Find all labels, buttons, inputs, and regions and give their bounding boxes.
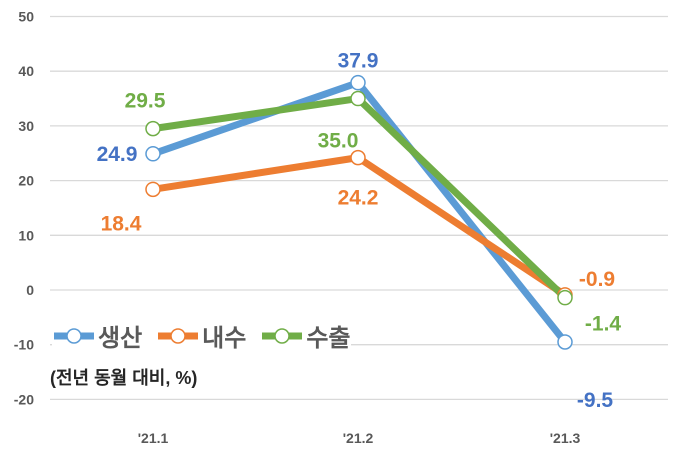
- x-tick-label: '21.2: [343, 430, 374, 446]
- chart-annotation: (전년 동월 대비, %): [50, 364, 202, 390]
- legend-label: 생산: [98, 325, 143, 352]
- data-point: [350, 149, 366, 166]
- legend-item: 내수: [156, 318, 246, 353]
- legend-label: 내수: [202, 325, 247, 352]
- data-label: -9.5: [577, 389, 614, 412]
- legend-marker-icon: [262, 327, 303, 344]
- data-label: 35.0: [318, 130, 359, 153]
- x-tick-label: '21.3: [550, 430, 581, 446]
- y-tick-label: 10: [18, 227, 34, 243]
- data-point: [350, 74, 366, 91]
- y-tick-label: 20: [18, 173, 34, 189]
- series-line: [152, 154, 567, 298]
- data-label: 24.9: [97, 143, 138, 166]
- data-label: -1.4: [585, 313, 622, 336]
- data-label: 37.9: [338, 50, 379, 73]
- data-point: [557, 289, 573, 306]
- data-label: 18.4: [101, 212, 142, 235]
- y-tick-label: -10: [14, 337, 34, 353]
- data-label: -0.9: [579, 268, 615, 291]
- legend-marker-icon: [54, 327, 94, 344]
- legend-marker-icon: [158, 327, 199, 344]
- y-tick-label: -20: [14, 391, 34, 407]
- data-point: [350, 90, 366, 107]
- x-tick-label: '21.1: [138, 430, 169, 446]
- y-tick-label: 40: [18, 63, 34, 79]
- data-point: [557, 334, 573, 350]
- data-point: [145, 120, 161, 137]
- legend-label: 수출: [306, 325, 351, 352]
- y-tick-label: 50: [18, 9, 34, 25]
- data-point: [145, 181, 161, 198]
- y-tick-label: 30: [18, 118, 34, 134]
- legend: 생산 내수 수출: [52, 318, 351, 353]
- data-label: 29.5: [125, 90, 166, 113]
- data-label: 24.2: [338, 187, 379, 210]
- data-point: [145, 146, 161, 162]
- legend-item: 생산: [52, 318, 142, 353]
- y-tick-label: 0: [26, 282, 34, 298]
- legend-item: 수출: [260, 318, 351, 353]
